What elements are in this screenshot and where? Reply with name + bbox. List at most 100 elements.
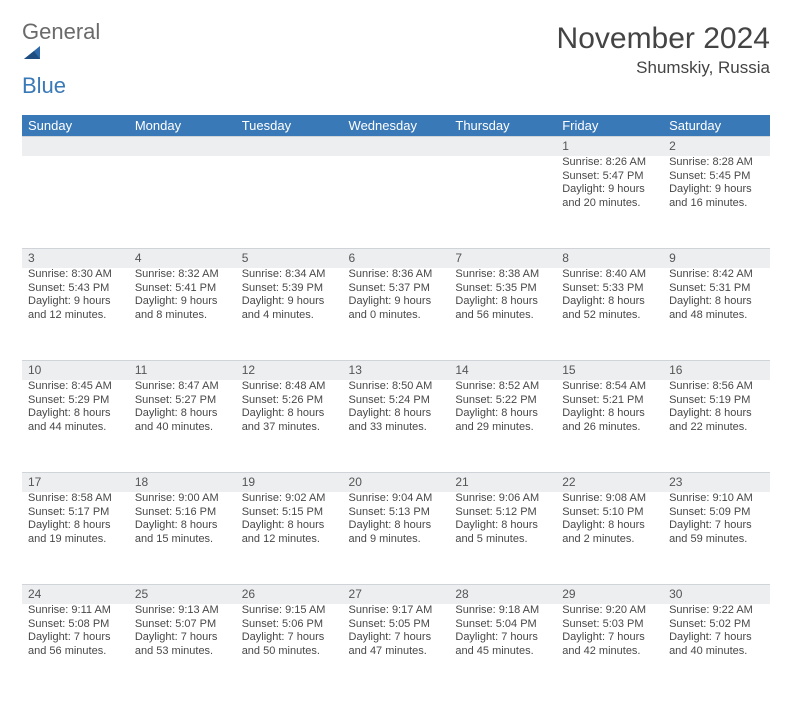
sunrise-text: Sunrise: 8:47 AM bbox=[135, 380, 230, 394]
day-cell: Sunrise: 8:40 AMSunset: 5:33 PMDaylight:… bbox=[556, 268, 663, 361]
daylight-text: Daylight: 8 hours bbox=[562, 519, 657, 533]
daylight-text: and 4 minutes. bbox=[242, 309, 337, 323]
calendar-table: Sunday Monday Tuesday Wednesday Thursday… bbox=[22, 115, 770, 696]
day-number: 13 bbox=[343, 360, 450, 380]
daylight-text: and 26 minutes. bbox=[562, 421, 657, 435]
sunrise-text: Sunrise: 8:34 AM bbox=[242, 268, 337, 282]
daylight-text: Daylight: 8 hours bbox=[349, 407, 444, 421]
sunrise-text: Sunrise: 8:26 AM bbox=[562, 156, 657, 170]
daylight-text: Daylight: 9 hours bbox=[28, 295, 123, 309]
day-number-row: 3456789 bbox=[22, 248, 770, 268]
sunrise-text: Sunrise: 9:22 AM bbox=[669, 604, 764, 618]
day-number bbox=[236, 136, 343, 156]
day-number: 1 bbox=[556, 136, 663, 156]
sunset-text: Sunset: 5:15 PM bbox=[242, 506, 337, 520]
sunset-text: Sunset: 5:12 PM bbox=[455, 506, 550, 520]
sunset-text: Sunset: 5:24 PM bbox=[349, 394, 444, 408]
daylight-text: Daylight: 9 hours bbox=[562, 183, 657, 197]
daylight-text: and 44 minutes. bbox=[28, 421, 123, 435]
day-number bbox=[22, 136, 129, 156]
sunset-text: Sunset: 5:33 PM bbox=[562, 282, 657, 296]
sunrise-text: Sunrise: 8:38 AM bbox=[455, 268, 550, 282]
daylight-text: Daylight: 7 hours bbox=[135, 631, 230, 645]
day-number: 3 bbox=[22, 248, 129, 268]
sunrise-text: Sunrise: 9:11 AM bbox=[28, 604, 123, 618]
day-body-row: Sunrise: 8:58 AMSunset: 5:17 PMDaylight:… bbox=[22, 492, 770, 585]
day-number: 22 bbox=[556, 472, 663, 492]
sunset-text: Sunset: 5:07 PM bbox=[135, 618, 230, 632]
weekday-header: Saturday bbox=[663, 115, 770, 137]
day-cell: Sunrise: 8:47 AMSunset: 5:27 PMDaylight:… bbox=[129, 380, 236, 473]
day-cell bbox=[343, 156, 450, 249]
day-cell bbox=[22, 156, 129, 249]
sunset-text: Sunset: 5:02 PM bbox=[669, 618, 764, 632]
daylight-text: Daylight: 8 hours bbox=[455, 407, 550, 421]
day-number-row: 17181920212223 bbox=[22, 472, 770, 492]
sunrise-text: Sunrise: 9:00 AM bbox=[135, 492, 230, 506]
daylight-text: Daylight: 8 hours bbox=[455, 295, 550, 309]
daylight-text: and 8 minutes. bbox=[135, 309, 230, 323]
day-cell: Sunrise: 9:10 AMSunset: 5:09 PMDaylight:… bbox=[663, 492, 770, 585]
daylight-text: and 9 minutes. bbox=[349, 533, 444, 547]
daylight-text: Daylight: 8 hours bbox=[135, 519, 230, 533]
day-cell: Sunrise: 9:20 AMSunset: 5:03 PMDaylight:… bbox=[556, 604, 663, 696]
day-cell: Sunrise: 8:48 AMSunset: 5:26 PMDaylight:… bbox=[236, 380, 343, 473]
daylight-text: and 12 minutes. bbox=[242, 533, 337, 547]
page-title: November 2024 bbox=[557, 22, 770, 56]
day-cell: Sunrise: 8:26 AMSunset: 5:47 PMDaylight:… bbox=[556, 156, 663, 249]
day-number: 28 bbox=[449, 584, 556, 604]
day-cell bbox=[129, 156, 236, 249]
daylight-text: Daylight: 7 hours bbox=[349, 631, 444, 645]
daylight-text: and 33 minutes. bbox=[349, 421, 444, 435]
day-cell: Sunrise: 8:54 AMSunset: 5:21 PMDaylight:… bbox=[556, 380, 663, 473]
day-number: 16 bbox=[663, 360, 770, 380]
sunset-text: Sunset: 5:06 PM bbox=[242, 618, 337, 632]
sunset-text: Sunset: 5:10 PM bbox=[562, 506, 657, 520]
day-cell: Sunrise: 8:36 AMSunset: 5:37 PMDaylight:… bbox=[343, 268, 450, 361]
day-cell: Sunrise: 8:42 AMSunset: 5:31 PMDaylight:… bbox=[663, 268, 770, 361]
sunset-text: Sunset: 5:04 PM bbox=[455, 618, 550, 632]
sunset-text: Sunset: 5:05 PM bbox=[349, 618, 444, 632]
day-cell: Sunrise: 9:22 AMSunset: 5:02 PMDaylight:… bbox=[663, 604, 770, 696]
sunset-text: Sunset: 5:26 PM bbox=[242, 394, 337, 408]
daylight-text: Daylight: 8 hours bbox=[669, 407, 764, 421]
day-number: 25 bbox=[129, 584, 236, 604]
day-cell: Sunrise: 9:17 AMSunset: 5:05 PMDaylight:… bbox=[343, 604, 450, 696]
daylight-text: and 42 minutes. bbox=[562, 645, 657, 659]
sunrise-text: Sunrise: 9:13 AM bbox=[135, 604, 230, 618]
day-number: 10 bbox=[22, 360, 129, 380]
daylight-text: and 53 minutes. bbox=[135, 645, 230, 659]
sunrise-text: Sunrise: 8:40 AM bbox=[562, 268, 657, 282]
daylight-text: and 40 minutes. bbox=[669, 645, 764, 659]
day-cell: Sunrise: 9:02 AMSunset: 5:15 PMDaylight:… bbox=[236, 492, 343, 585]
day-number-row: 24252627282930 bbox=[22, 584, 770, 604]
sunrise-text: Sunrise: 8:36 AM bbox=[349, 268, 444, 282]
sunrise-text: Sunrise: 9:02 AM bbox=[242, 492, 337, 506]
sunset-text: Sunset: 5:08 PM bbox=[28, 618, 123, 632]
location-subtitle: Shumskiy, Russia bbox=[557, 58, 770, 78]
sunrise-text: Sunrise: 8:45 AM bbox=[28, 380, 123, 394]
sunrise-text: Sunrise: 8:30 AM bbox=[28, 268, 123, 282]
day-number: 23 bbox=[663, 472, 770, 492]
day-cell bbox=[449, 156, 556, 249]
sunset-text: Sunset: 5:21 PM bbox=[562, 394, 657, 408]
brand-word-1: General bbox=[22, 19, 100, 44]
day-cell bbox=[236, 156, 343, 249]
day-cell: Sunrise: 9:00 AMSunset: 5:16 PMDaylight:… bbox=[129, 492, 236, 585]
day-number: 27 bbox=[343, 584, 450, 604]
sunset-text: Sunset: 5:22 PM bbox=[455, 394, 550, 408]
day-number: 17 bbox=[22, 472, 129, 492]
sunset-text: Sunset: 5:09 PM bbox=[669, 506, 764, 520]
sunset-text: Sunset: 5:13 PM bbox=[349, 506, 444, 520]
day-number: 14 bbox=[449, 360, 556, 380]
daylight-text: Daylight: 8 hours bbox=[562, 295, 657, 309]
weekday-header: Friday bbox=[556, 115, 663, 137]
day-number: 26 bbox=[236, 584, 343, 604]
daylight-text: and 59 minutes. bbox=[669, 533, 764, 547]
daylight-text: and 56 minutes. bbox=[28, 645, 123, 659]
day-number bbox=[129, 136, 236, 156]
sunrise-text: Sunrise: 8:52 AM bbox=[455, 380, 550, 394]
daylight-text: Daylight: 8 hours bbox=[28, 407, 123, 421]
daylight-text: and 45 minutes. bbox=[455, 645, 550, 659]
sunrise-text: Sunrise: 9:18 AM bbox=[455, 604, 550, 618]
